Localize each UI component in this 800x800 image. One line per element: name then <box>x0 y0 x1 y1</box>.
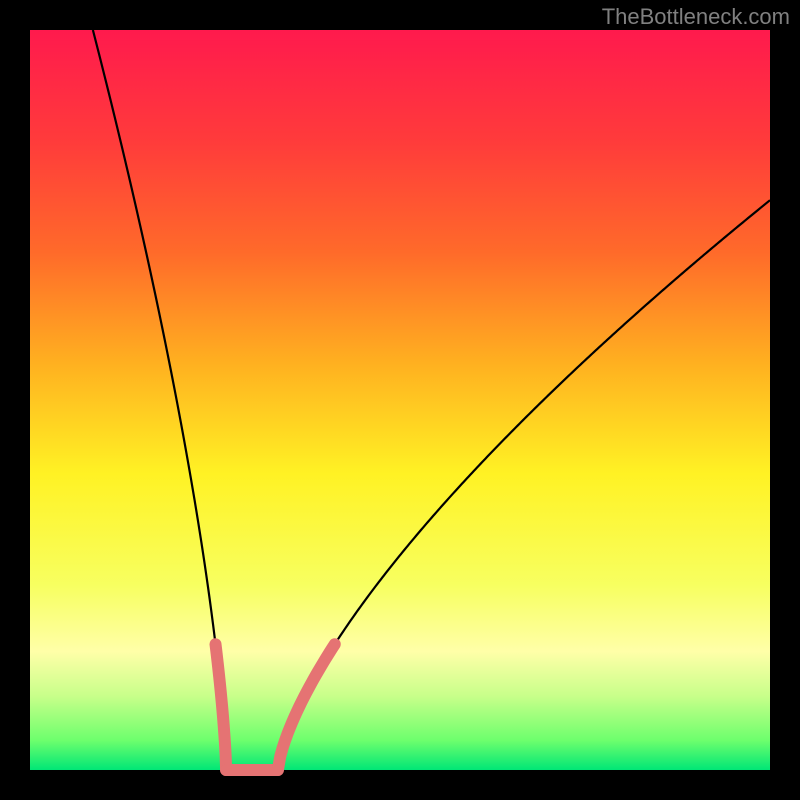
bottleneck-chart <box>0 0 800 800</box>
chart-container: TheBottleneck.com <box>0 0 800 800</box>
plot-area <box>30 30 770 770</box>
watermark-text: TheBottleneck.com <box>602 4 790 30</box>
